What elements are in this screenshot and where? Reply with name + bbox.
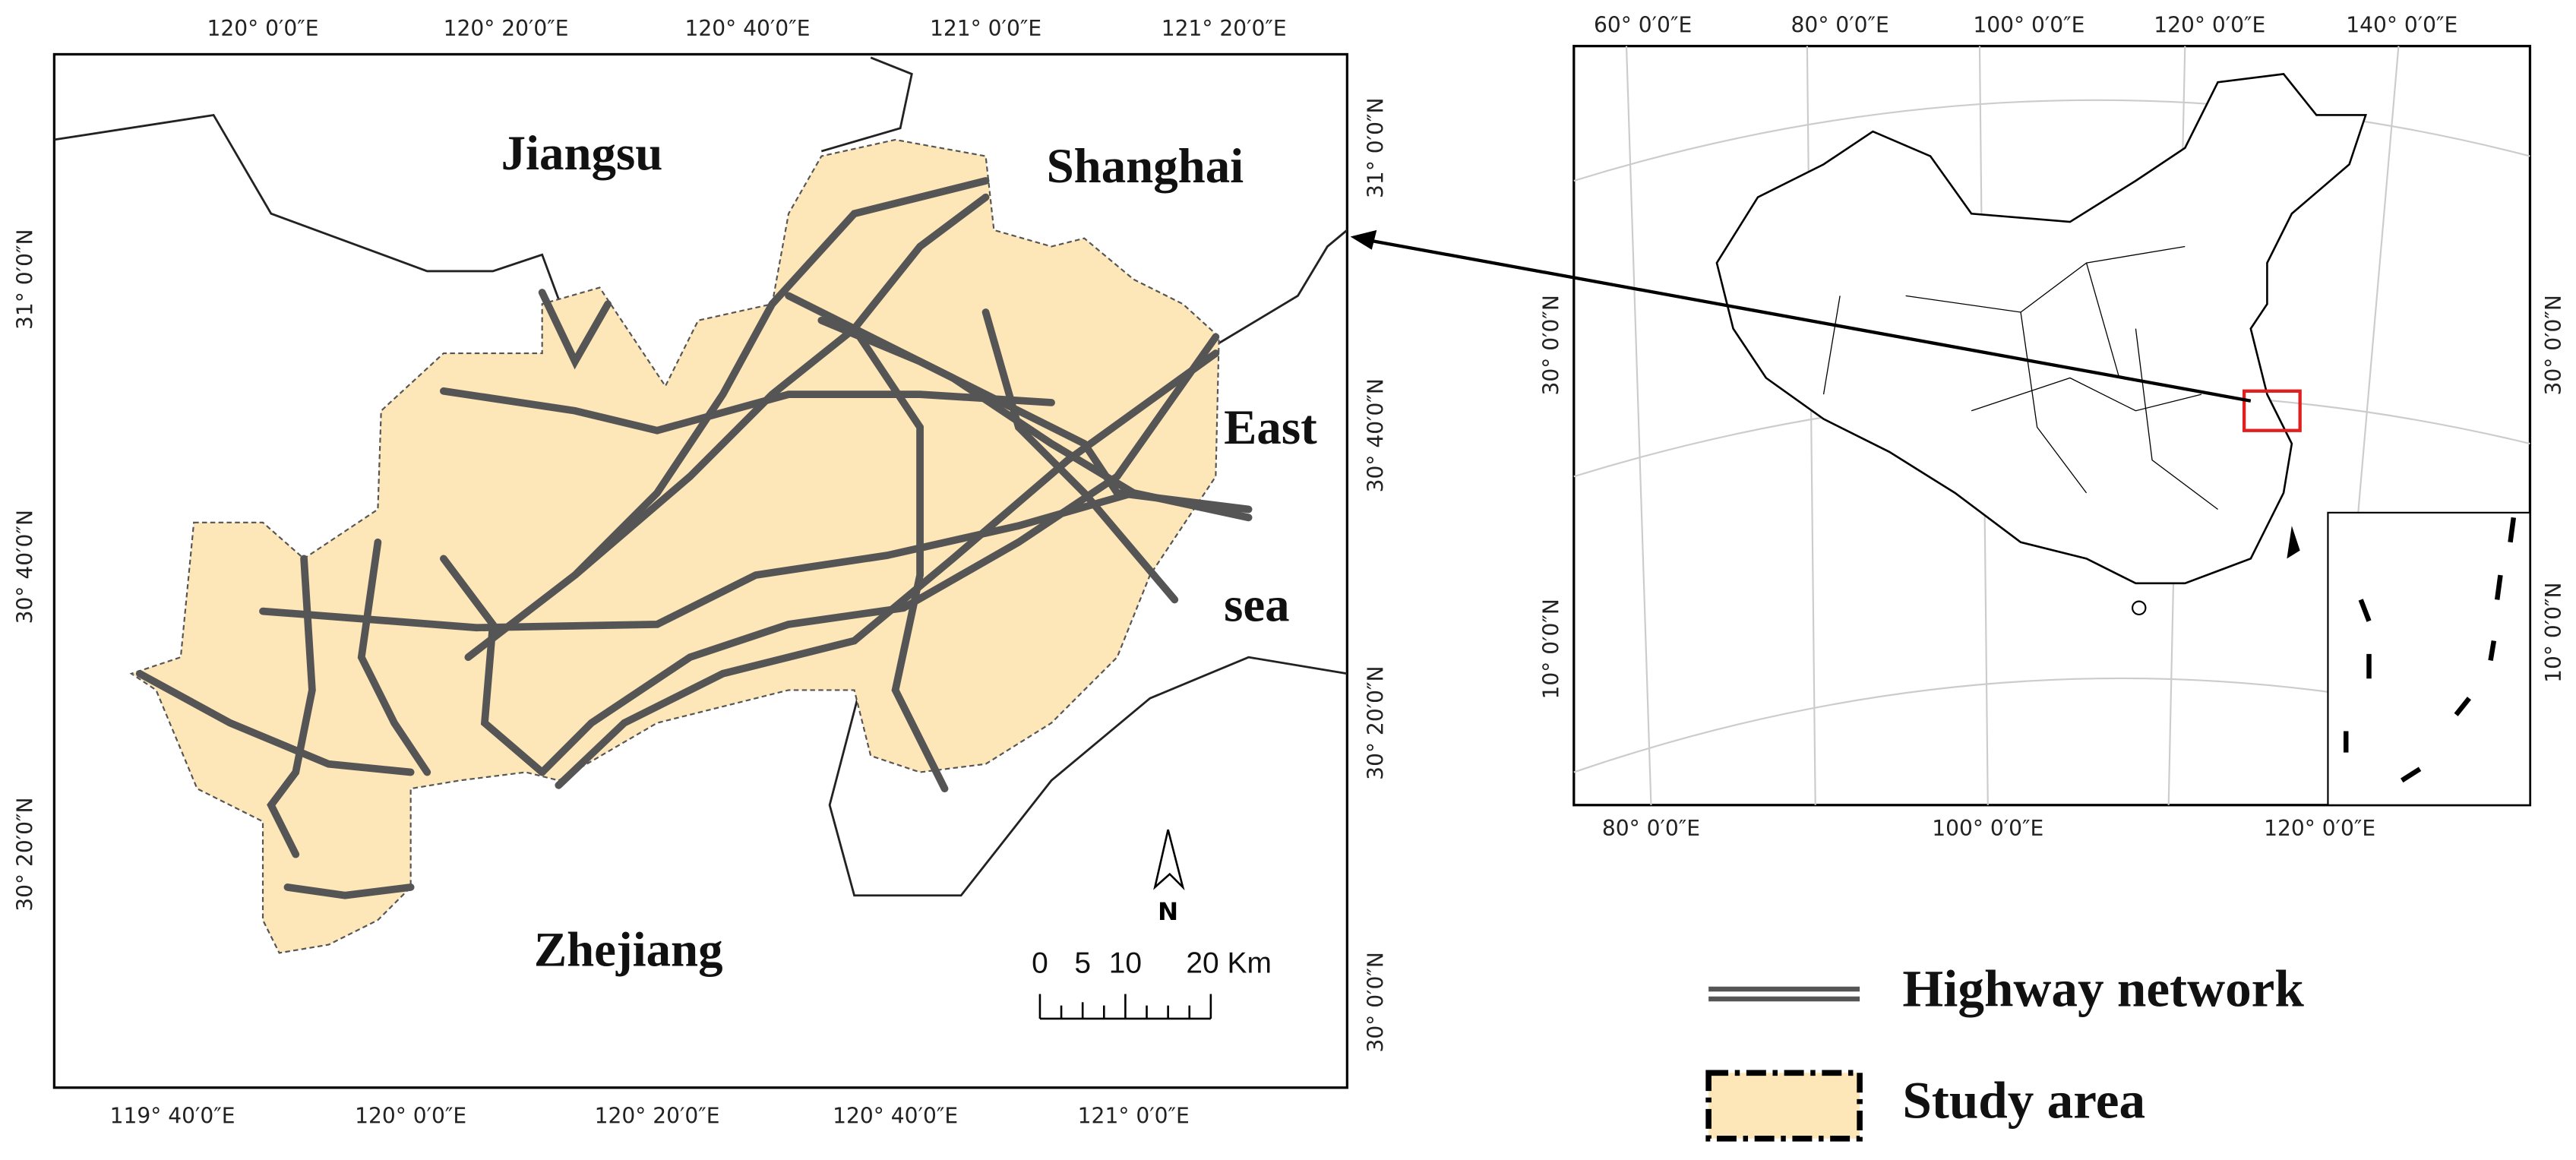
highways [135, 177, 1253, 899]
provinces [1822, 245, 2218, 510]
coordinate-label: 30° 20′0″N [1363, 665, 1388, 779]
north-label: N [1158, 897, 1178, 926]
coast-line [828, 656, 1348, 897]
coordinate-label: 100° 0′0″E [1932, 816, 2043, 841]
coordinate-label: 121° 0′0″E [930, 16, 1041, 41]
coordinate-label: 80° 0′0″E [1602, 816, 1700, 841]
highway [267, 555, 316, 858]
scale-label: 20 Km [1186, 947, 1271, 979]
scale-bar [1038, 994, 1212, 1020]
highway [357, 538, 431, 776]
highlight-box [2242, 389, 2302, 432]
locator-arrow [1366, 238, 2252, 403]
coast-line [54, 113, 560, 300]
region-label: Zhejiang [534, 923, 723, 978]
coordinate-label: 121° 0′0″E [1078, 1104, 1190, 1129]
legend-label: Highway network [1902, 959, 2304, 1017]
legend-area-symbol [1705, 1070, 1863, 1142]
nine-dash-line [2343, 517, 2517, 783]
coordinate-label: 140° 0′0″E [2346, 13, 2457, 38]
coordinate-label: 30° 0′0″N [1539, 295, 1564, 395]
highway [440, 555, 546, 776]
scale-label: 10 [1109, 947, 1142, 979]
coordinate-label: 120° 0′0″E [2154, 13, 2265, 38]
coordinate-label: 80° 0′0″E [1791, 13, 1889, 38]
highway [440, 387, 1055, 435]
coordinate-label: 30° 20′0″N [13, 797, 38, 911]
highway [135, 669, 415, 776]
coordinate-label: 30° 0′0″N [2541, 295, 2566, 395]
region-label: sea [1224, 578, 1289, 633]
legend-label: Study area [1902, 1070, 2145, 1129]
legend: Highway network Study area [1705, 959, 2304, 1142]
coordinate-label: 120° 40′0″E [833, 1104, 958, 1129]
highway [571, 193, 990, 579]
coordinate-label: 10° 0′0″N [2541, 582, 2566, 682]
coordinate-label: 31° 0′0″N [13, 229, 38, 330]
north-arrow [1153, 829, 1185, 891]
study-area [129, 138, 1220, 954]
coordinate-label: 120° 0′0″E [355, 1104, 466, 1129]
scale-label: 5 [1074, 947, 1091, 979]
highway [283, 883, 415, 899]
coordinate-label: 121° 20′0″E [1162, 16, 1287, 41]
coast-line [820, 56, 913, 153]
coordinate-label: 60° 0′0″E [1594, 13, 1692, 38]
coordinate-label: 120° 20′0″E [444, 16, 569, 41]
china-outline [1715, 73, 2367, 585]
coordinate-label: 30° 40′0″N [1363, 378, 1388, 492]
coordinate-label: 120° 40′0″E [685, 16, 811, 41]
highway [850, 324, 949, 793]
region-label: East [1224, 400, 1317, 455]
arrow-head [1350, 229, 1377, 250]
region-label: Jiangsu [501, 126, 663, 181]
coast-line [1215, 229, 1348, 346]
island [2132, 600, 2147, 615]
coordinate-label: 119° 40′0″E [110, 1104, 235, 1129]
island [2287, 526, 2300, 559]
region-label: Shanghai [1047, 139, 1244, 194]
coordinate-label: 120° 0′0″E [2264, 816, 2375, 841]
highway [259, 489, 1138, 632]
coordinate-label: 100° 0′0″E [1973, 13, 2085, 38]
highway [538, 289, 612, 370]
coordinate-label: 30° 40′0″N [13, 510, 38, 624]
inset-map [2327, 511, 2531, 806]
highway [538, 333, 1220, 776]
scale-label: 0 [1032, 947, 1048, 979]
left-map: Jiangsu Shanghai East sea Zhejiang N 0 5… [52, 52, 1348, 1089]
coordinate-label: 120° 0′0″E [207, 16, 318, 41]
highway [555, 349, 1220, 789]
highway [817, 316, 1253, 514]
right-map [1572, 45, 2532, 807]
coordinate-label: 10° 0′0″N [1539, 599, 1564, 699]
coordinate-label: 120° 20′0″E [595, 1104, 720, 1129]
coordinate-label: 30° 0′0″N [1363, 952, 1388, 1052]
coordinate-label: 31° 0′0″N [1363, 98, 1388, 198]
highway [981, 308, 1179, 604]
